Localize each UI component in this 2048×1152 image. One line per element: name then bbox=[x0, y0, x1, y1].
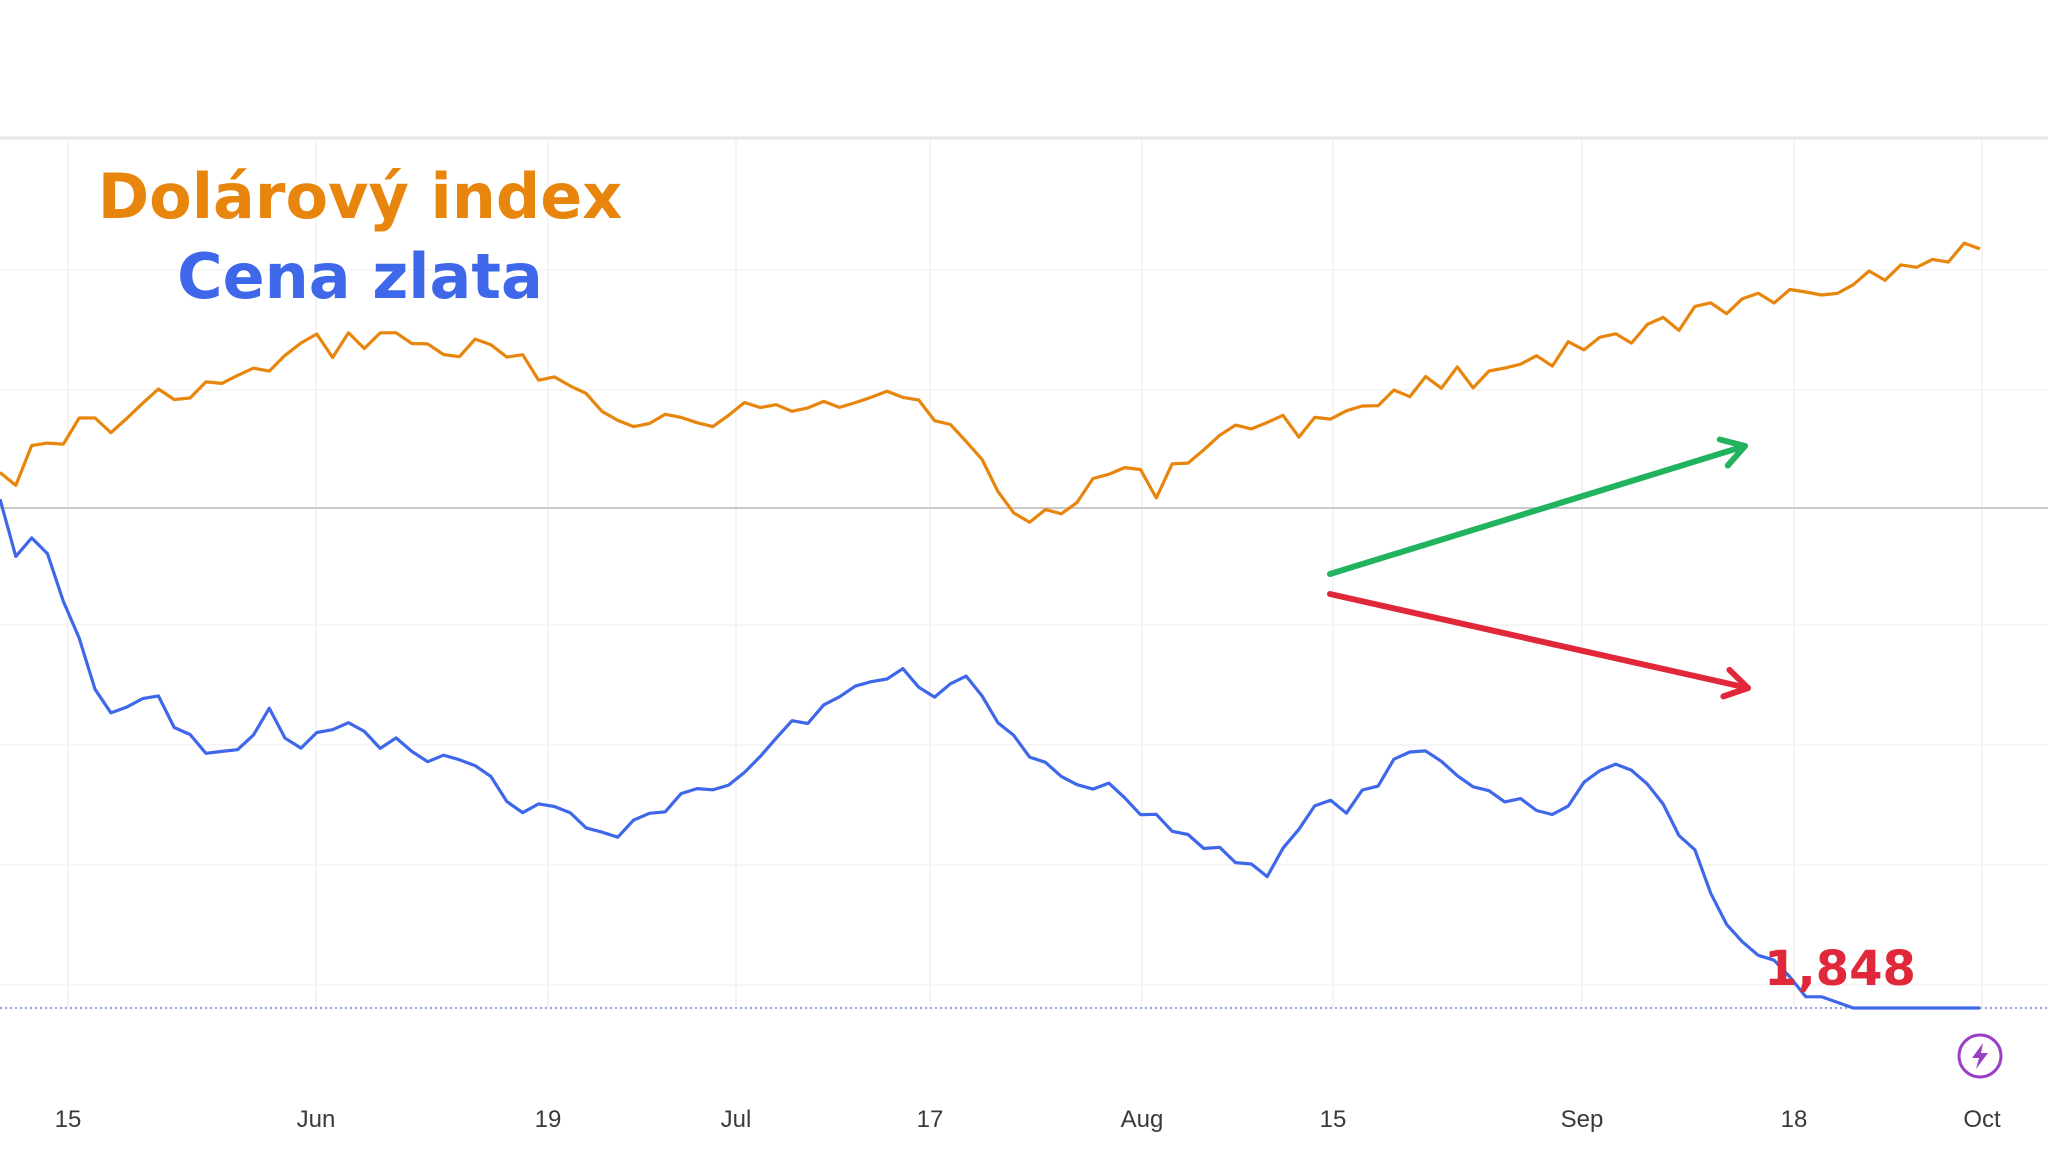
usd-index-line bbox=[0, 241, 1981, 524]
x-tick-label: Jul bbox=[721, 1106, 752, 1133]
legend-usd-index: Dolárový index bbox=[98, 160, 623, 233]
x-tick-label: Jun bbox=[297, 1106, 336, 1133]
x-tick-label: 15 bbox=[55, 1106, 82, 1133]
down-arrow bbox=[1327, 591, 1751, 691]
up-arrow-head bbox=[1716, 436, 1748, 469]
legend-gold-price: Cena zlata bbox=[177, 240, 543, 313]
grid bbox=[0, 140, 2048, 1008]
gold-price-line bbox=[0, 498, 1980, 1010]
x-tick-label: Oct bbox=[1963, 1106, 2001, 1133]
up-arrow bbox=[1327, 443, 1748, 577]
x-axis: 15 Jun 19 Jul 17 Aug 15 Sep 18 Oct bbox=[55, 1106, 2001, 1133]
x-tick-label: Aug bbox=[1121, 1106, 1164, 1133]
x-tick-label: 19 bbox=[535, 1106, 562, 1133]
down-arrow-head bbox=[1720, 666, 1751, 700]
last-value-label: 1,848 bbox=[1764, 941, 1916, 997]
arrows bbox=[1327, 436, 1751, 700]
lightning-icon[interactable] bbox=[1957, 1033, 2003, 1079]
x-tick-label: 18 bbox=[1781, 1106, 1808, 1133]
series-layer bbox=[0, 241, 1981, 1010]
x-tick-label: 15 bbox=[1320, 1106, 1347, 1133]
x-tick-label: Sep bbox=[1561, 1106, 1604, 1133]
x-tick-label: 17 bbox=[917, 1106, 944, 1133]
